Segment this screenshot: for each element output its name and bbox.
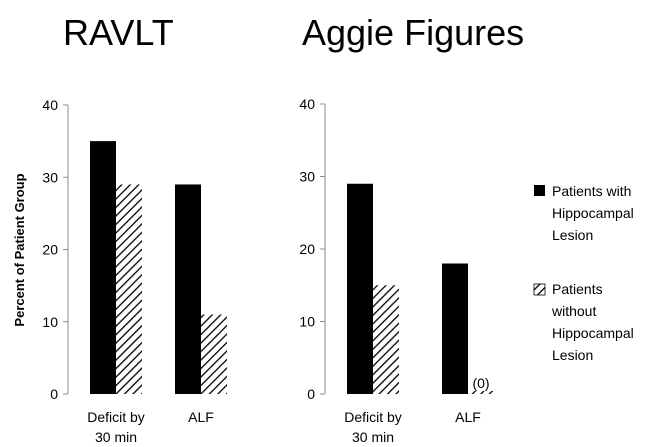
- category-label: ALF: [188, 409, 214, 425]
- y-tick-label: 20: [42, 242, 58, 258]
- y-tick-label: 0: [307, 386, 315, 402]
- legend-swatch-hatch: [533, 283, 546, 296]
- y-tick-label: 30: [299, 169, 315, 185]
- category-label: Deficit by 30 min: [344, 409, 402, 445]
- y-tick-label: 0: [50, 386, 58, 402]
- category-label: Deficit by 30 min: [87, 409, 145, 445]
- chart-aggie-figures: Aggie Figures 0 10 20 30 40 (0) Deficit by 30…: [299, 12, 524, 445]
- data-label: (0): [472, 375, 489, 391]
- bar-without-lesion: [468, 391, 494, 394]
- bar-with-lesion: [175, 184, 201, 394]
- legend: Patients with Hippocampal Lesion Patient…: [533, 183, 638, 363]
- bar-without-lesion: [116, 184, 142, 394]
- bar-without-lesion: [201, 314, 227, 394]
- bar-without-lesion: [373, 285, 399, 394]
- y-tick-label: 40: [299, 96, 315, 112]
- bar-with-lesion: [442, 263, 468, 394]
- y-tick-label: 40: [42, 97, 58, 113]
- legend-label-with-lesion: Patients with Hippocampal Lesion: [552, 183, 638, 243]
- y-tick-label: 10: [42, 314, 58, 330]
- y-tick-label: 30: [42, 169, 58, 185]
- chart-title: Aggie Figures: [302, 12, 524, 53]
- category-label: ALF: [455, 409, 481, 425]
- chart-ravlt: RAVLT Percent of Patient Group 0 10 20 30 40…: [12, 12, 227, 445]
- chart-title: RAVLT: [63, 12, 174, 53]
- y-tick-label: 10: [299, 314, 315, 330]
- legend-swatch-solid: [534, 185, 545, 196]
- bar-with-lesion: [347, 183, 373, 394]
- y-tick-label: 20: [299, 241, 315, 257]
- y-axis-label: Percent of Patient Group: [12, 173, 27, 326]
- bar-with-lesion: [90, 141, 116, 394]
- legend-label-without-lesion: Patients without Hippocampal Lesion: [551, 281, 638, 363]
